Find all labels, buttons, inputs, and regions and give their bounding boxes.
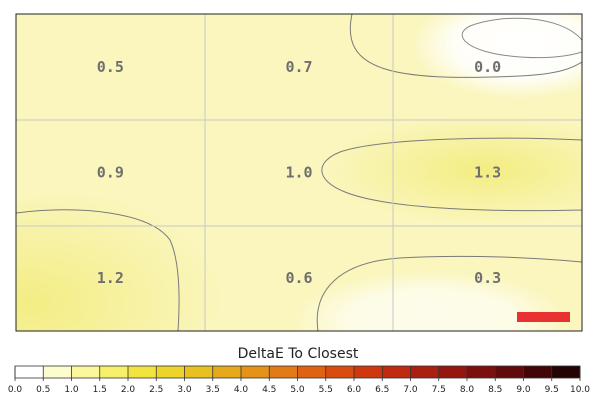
colorbar-swatch [184,366,213,378]
colorbar-swatch [523,366,552,378]
contour-line-center-right [321,137,582,212]
contour-line-bottom-left [16,209,180,331]
colorbar-swatch [467,366,496,378]
colorbar-swatch [325,366,354,378]
grid-lines [16,14,582,331]
colorbar-tick-label: 2.5 [149,385,163,395]
colorbar-tick-label: 4.5 [262,385,276,395]
colorbar-swatch [382,366,411,378]
colorbar-swatch [212,366,241,378]
colorbar-swatch [551,366,580,378]
colorbar-swatch [156,366,185,378]
cell-value-label: 0.7 [285,58,312,76]
colorbar-tick-label: 9.5 [545,385,559,395]
colorbar-ticks: 0.0 0.5 1.0 1.5 2.0 2.5 3.0 3.5 4.0 4.5 5.0 5.5 6.0 6… [8,366,590,395]
contour-line-top-right [349,14,582,78]
colorbar-swatch [495,366,524,378]
colorbar-swatch [297,366,326,378]
contour-line-white-spot [461,17,582,59]
colorbar-swatch [410,366,439,378]
colorbar-swatch [99,366,128,378]
colorbar-tick-label: 7.0 [403,385,418,395]
colorbar-tick-label: 2.0 [121,385,136,395]
cell-value-label: 0.0 [474,58,501,76]
cell-value-label: 1.0 [285,164,312,182]
cell-value-labels: 0.5 0.7 0.0 0.9 1.0 1.3 1.2 0.6 0.3 [97,58,501,287]
legend-swatch [517,312,570,322]
heatmap-surface [16,14,582,331]
color-scale: DeltaE To Closest 0.0 0.5 1.0 1.5 2.0 2.5 3.0 3… [8,346,590,395]
colorbar-tick-label: 8.5 [488,385,502,395]
plot-frame [15,13,583,332]
colorbar-swatch [241,366,270,378]
colorbar-tick-label: 1.0 [64,385,79,395]
colorbar-tick-label: 6.5 [375,385,389,395]
colorbar-title: DeltaE To Closest [238,346,359,362]
colorbar-tick-label: 10.0 [570,385,590,395]
colorbar-tick-label: 4.0 [234,385,249,395]
colorbar-tick-label: 0.0 [8,385,23,395]
colorbar-swatch [354,366,383,378]
colorbar-tick-label: 5.0 [290,385,305,395]
cell-value-label: 0.5 [97,58,124,76]
colorbar-tick-label: 3.0 [177,385,192,395]
colorbar-swatch [43,366,72,378]
colorbar-tick-label: 3.5 [206,385,220,395]
colorbar-swatch [71,366,100,378]
colorbar-tick-label: 7.5 [432,385,446,395]
heatmap-chart: 0.5 0.7 0.0 0.9 1.0 1.3 1.2 0.6 0.3 [15,13,583,332]
contour-line-bottom-right [316,255,582,331]
cell-value-label: 0.6 [285,269,312,287]
colorbar-swatch [269,366,298,378]
cell-value-label: 0.3 [474,269,501,287]
colorbar-tick-label: 8.0 [460,385,475,395]
colorbar-swatches [14,365,581,379]
colorbar-tick-label: 9.0 [516,385,531,395]
colorbar-tick-label: 0.5 [36,385,50,395]
colorbar-tick-label: 5.5 [319,385,333,395]
cell-value-label: 1.2 [97,269,124,287]
colorbar-swatch [438,366,467,378]
cell-value-label: 0.9 [97,164,124,182]
colorbar-swatch [15,366,44,378]
colorbar-tick-label: 6.0 [347,385,362,395]
cell-value-label: 1.3 [474,164,501,182]
colorbar-swatch [128,366,157,378]
colorbar-tick-label: 1.5 [93,385,107,395]
